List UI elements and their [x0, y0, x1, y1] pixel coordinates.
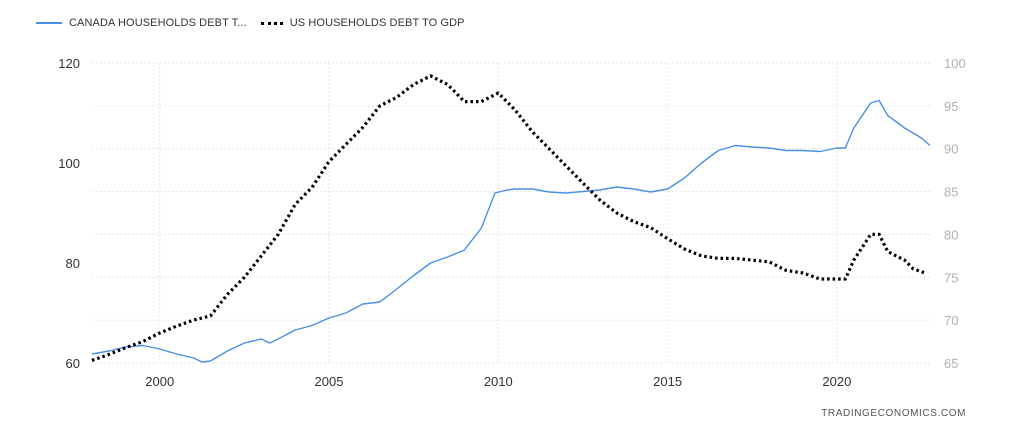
x-tick-label: 2005 — [315, 374, 344, 389]
y-tick-label-left: 80 — [66, 256, 80, 271]
legend-label-canada: CANADA HOUSEHOLDS DEBT T... — [69, 17, 247, 29]
x-tick-label: 2000 — [145, 374, 174, 389]
y-tick-label-left: 120 — [58, 56, 80, 71]
y-tick-label-right: 85 — [944, 185, 958, 200]
y-tick-label-right: 90 — [944, 142, 958, 157]
legend-label-us: US HOUSEHOLDS DEBT TO GDP — [289, 17, 465, 29]
chart-tick-labels: 60 80 100 120 65 70 75 80 85 90 95 100 2000 2005 2010 2… — [58, 56, 965, 389]
y-tick-label-right: 75 — [944, 270, 958, 285]
y-tick-label-left: 60 — [66, 356, 80, 371]
source-credit[interactable]: TRADINGECONOMICS.COM — [821, 408, 966, 419]
y-tick-label-right: 65 — [944, 356, 958, 371]
legend-item-canada[interactable]: CANADA HOUSEHOLDS DEBT T... — [36, 17, 247, 29]
series-line-canada — [91, 99, 931, 363]
x-tick-label: 2020 — [822, 374, 851, 389]
y-tick-label-right: 80 — [944, 227, 958, 242]
y-tick-label-right: 95 — [944, 99, 958, 114]
y-tick-label-left: 100 — [58, 156, 80, 171]
y-tick-label-right: 100 — [944, 56, 966, 71]
legend-swatch-canada — [36, 22, 62, 24]
legend-item-us[interactable]: US HOUSEHOLDS DEBT TO GDP — [260, 17, 465, 29]
series-line-us — [91, 74, 926, 362]
legend-swatch-us — [260, 21, 283, 25]
x-tick-label: 2010 — [484, 374, 513, 389]
chart-legend: CANADA HOUSEHOLDS DEBT T... US HOUSEHOLD… — [36, 17, 479, 29]
chart-grid — [92, 62, 930, 364]
chart-series-layer — [91, 74, 931, 363]
y-tick-label-right: 70 — [944, 313, 958, 328]
x-tick-label: 2015 — [653, 374, 682, 389]
